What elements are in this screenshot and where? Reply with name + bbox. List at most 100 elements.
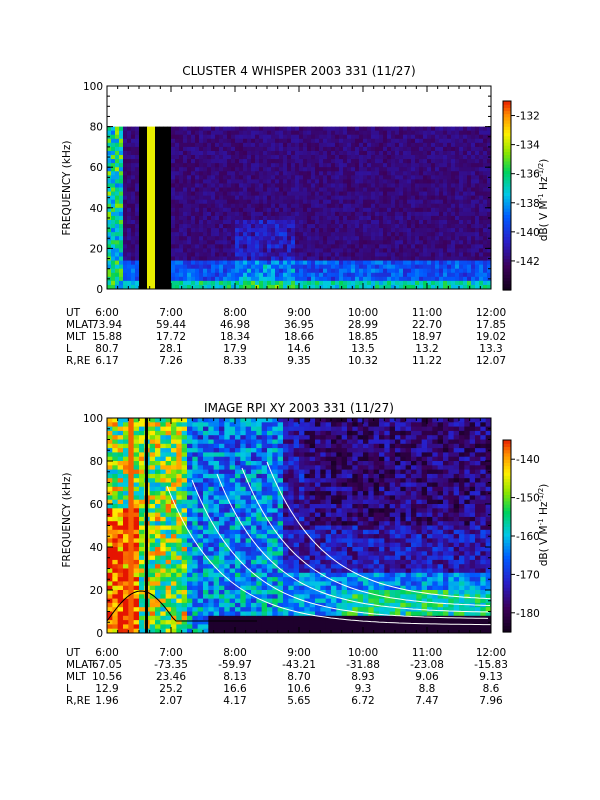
spectrogram-cell [271,236,276,241]
spectrogram-cell [391,244,396,249]
spectrogram-cell [215,284,220,290]
spectrogram-cell [165,512,172,518]
spectrogram-cell [147,179,152,184]
spectrogram-cell [363,179,368,184]
spectrogram-cell [187,264,192,270]
spectrogram-cell [371,167,376,172]
spectrogram-cell [219,150,224,156]
spectrogram-cell [307,248,312,253]
spectrogram-cell [133,426,140,432]
spectrogram-cell [467,195,472,201]
spectrogram-cell [111,211,116,217]
spectrogram-cell [195,199,200,205]
spectrogram-cell [459,240,464,245]
spectrogram-cell [459,155,464,160]
spectrogram-cell [107,187,112,193]
spectrogram-cell [407,280,412,286]
spectrogram-cell [327,280,332,286]
spectrogram-cell [355,134,360,140]
spectrogram-cell [151,171,156,176]
spectrogram-cell [291,203,296,209]
spectrogram-cell [197,512,204,518]
spectrogram-cell [267,280,272,286]
spectrogram-cell [167,203,172,209]
spectrogram-cell [115,203,120,209]
spectrogram-cell [471,150,476,156]
spectrogram-cell [255,284,260,290]
spectrogram-cell [176,542,183,548]
spectrogram-cell [255,191,260,197]
spectrogram-cell [435,256,440,262]
spectrogram-cell [223,199,228,205]
spectrogram-cell [231,175,236,180]
spectrogram-cell [203,252,208,258]
colorbar-swatch [503,239,511,244]
spectrogram-cell [135,167,140,172]
spectrogram-cell [135,163,140,168]
spectrogram-cell [119,187,124,193]
spectrogram-cell [133,611,140,617]
spectrogram-cell [155,260,160,266]
spectrogram-cell [315,163,320,168]
spectrogram-cell [279,159,284,164]
spectrogram-cell [219,126,224,132]
spectrogram-cell [431,191,436,197]
spectrogram-cell [423,219,428,225]
colorbar-swatch [503,119,511,124]
spectrogram-cell [135,195,140,201]
spectrogram-cell [139,581,145,587]
spectrogram-cell [107,199,112,205]
spectrogram-cell [411,179,416,184]
spectrogram-cell [111,134,116,140]
spectrogram-cell [139,448,145,453]
spectrogram-cell [287,126,292,132]
spectrogram-cell [423,159,428,164]
spectrogram-cell [271,232,276,237]
spectrogram-cell [331,183,336,188]
spectrogram-cell [112,499,119,505]
spectrogram-cell [107,219,112,225]
spectrogram-cell [165,430,172,436]
spectrogram-cell [143,142,148,148]
spectrogram-cell [419,199,424,205]
spectrogram-cell [303,264,308,270]
spectrogram-cell [287,280,292,286]
spectrogram-cell [247,232,252,237]
spectrogram-cell [255,248,260,253]
spectrogram-cell [117,585,124,591]
spectrogram-cell [215,207,220,213]
spectrogram-cell [363,167,368,172]
colorbar-swatch [503,195,511,200]
spectrogram-cell [165,525,172,531]
spectrogram-cell [191,211,196,217]
spectrogram-cell [149,443,156,449]
spectrogram-cell [379,272,384,278]
spectrogram-cell [283,179,288,184]
spectrogram-cell [267,215,272,221]
spectrogram-cell [127,199,132,205]
spectrogram-cell [171,284,176,290]
spectrogram-cell [135,134,140,140]
spectrogram-cell [351,248,356,253]
spectrogram-cell [175,203,180,209]
spectrogram-cell [111,224,116,229]
spectrogram-cell [176,486,183,492]
spectrogram-cell [275,150,280,156]
spectrogram-cell [271,130,276,136]
spectrogram-cell [139,473,145,479]
spectrogram-cell [149,590,156,595]
spectrogram-cell [187,473,193,479]
spectrogram-cell [459,219,464,225]
spectrogram-cell [159,159,164,164]
spectrogram-cell [471,256,476,262]
spectrogram-cell [171,159,176,164]
spectrogram-cell [351,268,356,274]
spectrogram-cell [455,284,460,290]
spectrogram-cell [447,280,452,286]
spectrogram-cell [259,268,264,274]
spectrogram-cell [435,159,440,164]
spectrogram-cell [467,146,472,152]
spectrogram-cell [479,284,484,290]
spectrogram-cell [343,175,348,180]
spectrogram-cell [143,236,148,241]
